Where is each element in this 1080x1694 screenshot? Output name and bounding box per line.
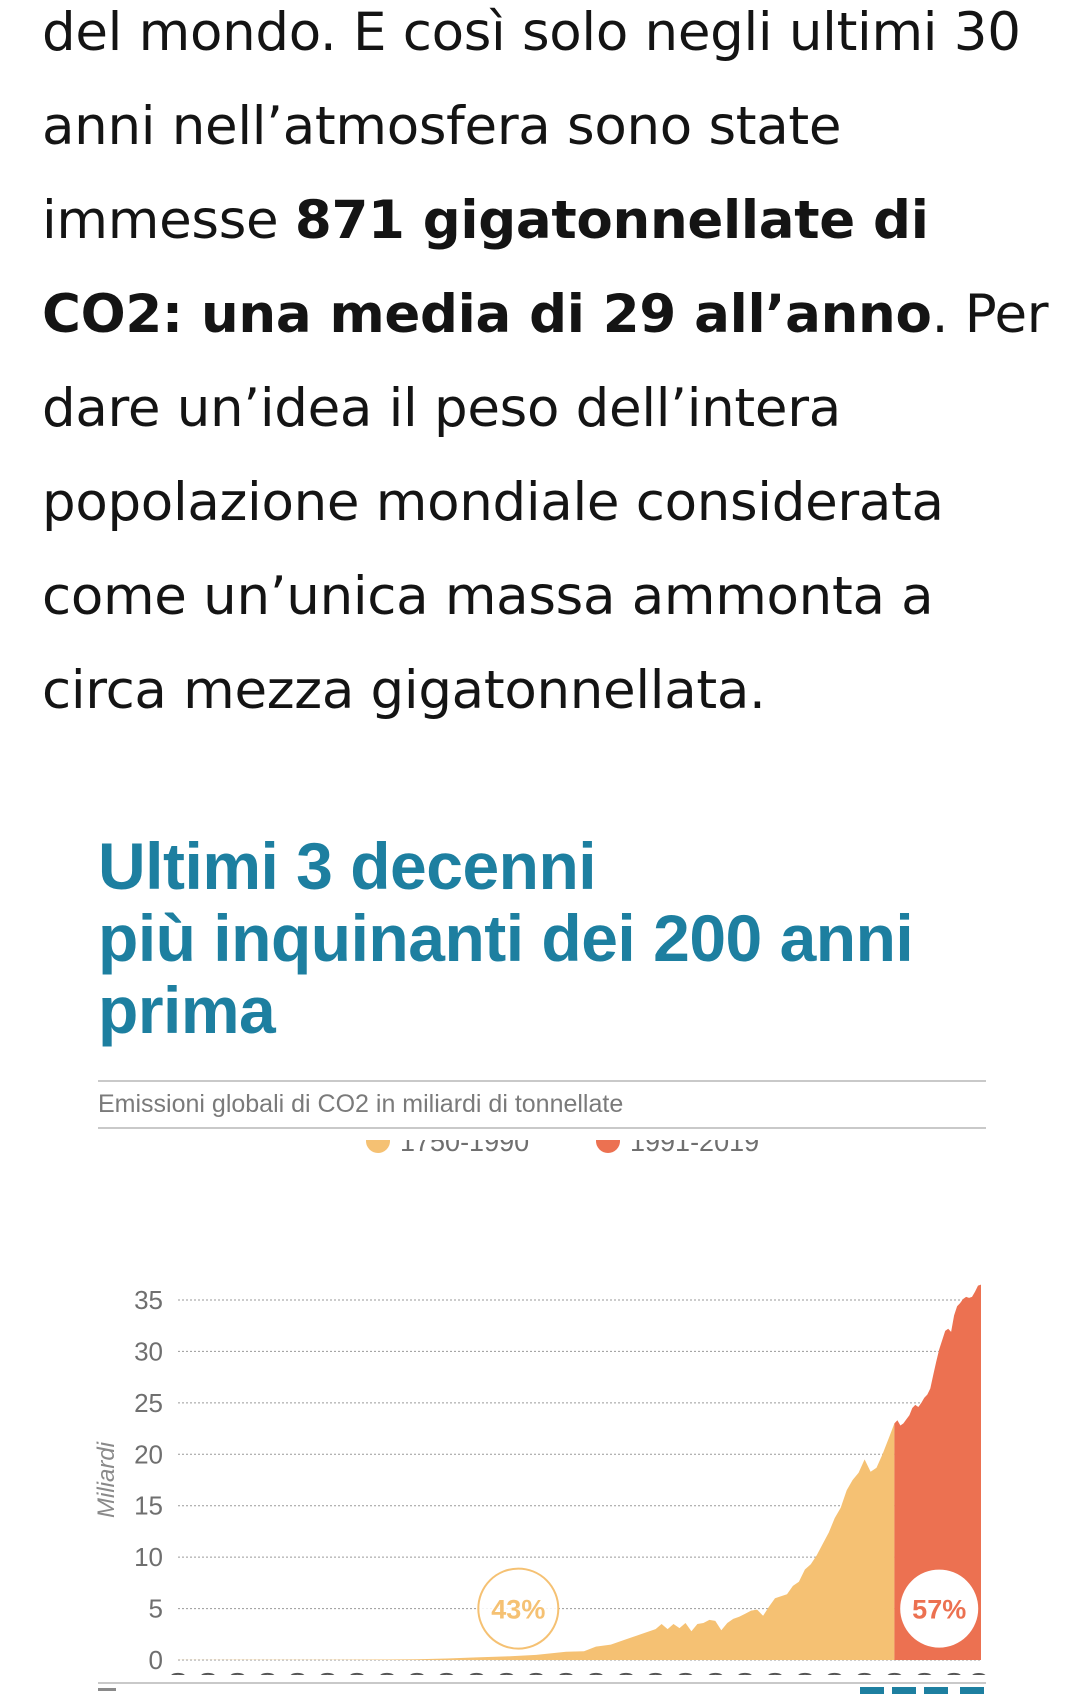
x-tick-1790: 1790 <box>284 1672 310 1675</box>
x-tick-1980: 1980 <box>852 1672 878 1675</box>
y-tick-15: 15 <box>134 1491 163 1521</box>
x-tick-1970: 1970 <box>822 1672 848 1675</box>
x-tick-1800: 1800 <box>314 1672 340 1675</box>
x-tick-1940: 1940 <box>732 1672 758 1675</box>
x-tick-1750: 1750 <box>165 1672 191 1675</box>
share-label-1: 43% <box>491 1595 545 1625</box>
area-series-1 <box>178 1423 895 1660</box>
title-line-1: Ultimi 3 decenni <box>98 829 597 903</box>
emissions-area-chart: 1750-1990 1991-2019 0 5 10 15 20 25 30 35 Miliardi… <box>93 1140 992 1675</box>
y-tick-35: 35 <box>134 1285 163 1315</box>
x-tick-1880: 1880 <box>553 1672 579 1675</box>
y-tick-25: 25 <box>134 1388 163 1418</box>
source-label-fragment <box>98 1688 116 1691</box>
y-axis-label: Miliardi <box>93 1441 120 1518</box>
legend-dot-1 <box>366 1140 390 1153</box>
infographic-title: Ultimi 3 decenni più inquinanti dei 200 … <box>98 830 998 1046</box>
x-tick-1990: 1990 <box>881 1672 907 1675</box>
share-label-2: 57% <box>912 1595 966 1625</box>
x-tick-1850: 1850 <box>464 1672 490 1675</box>
share-badge-2 <box>898 1567 981 1650</box>
share-badge-1 <box>477 1567 560 1650</box>
article-paragraph: del mondo. E così solo negli ultimi 30 a… <box>42 0 1052 738</box>
article-highlight: 871 gigatonnellate di CO2: una media di … <box>42 190 932 345</box>
x-tick-1900: 1900 <box>613 1672 639 1675</box>
x-tick-2000: 2000 <box>911 1672 937 1675</box>
title-line-2: più inquinanti dei 200 anni <box>98 901 914 975</box>
x-tick-1780: 1780 <box>255 1672 281 1675</box>
x-tick-1830: 1830 <box>404 1672 430 1675</box>
x-tick-1820: 1820 <box>374 1672 400 1675</box>
x-tick-2019: 2019 <box>966 1672 992 1675</box>
footer-rule <box>98 1682 986 1684</box>
x-tick-1950: 1950 <box>762 1672 788 1675</box>
area-series-2 <box>894 1284 981 1660</box>
subtitle-top-rule <box>98 1080 986 1082</box>
x-tick-1890: 1890 <box>583 1672 609 1675</box>
article-text-start: del mondo. E così solo negli ultimi 30 a… <box>42 2 1021 251</box>
subtitle-bottom-rule <box>98 1127 986 1129</box>
x-tick-1770: 1770 <box>225 1672 251 1675</box>
y-tick-20: 20 <box>134 1439 163 1469</box>
x-tick-1960: 1960 <box>792 1672 818 1675</box>
publisher-logo <box>860 1687 984 1694</box>
legend-label-1: 1750-1990 <box>400 1140 529 1157</box>
legend-dot-2 <box>596 1140 620 1153</box>
y-tick-30: 30 <box>134 1336 163 1366</box>
x-tick-1860: 1860 <box>493 1672 519 1675</box>
y-tick-10: 10 <box>134 1542 163 1572</box>
co2-infographic: Ultimi 3 decenni più inquinanti dei 200 … <box>0 830 1080 1694</box>
article-text-end: . Per dare un’idea il peso dell’intera p… <box>42 284 1049 721</box>
y-tick-0: 0 <box>149 1645 163 1675</box>
x-tick-1870: 1870 <box>523 1672 549 1675</box>
x-tick-1840: 1840 <box>434 1672 460 1675</box>
x-tick-1920: 1920 <box>672 1672 698 1675</box>
title-line-3: prima <box>98 973 276 1047</box>
x-tick-1910: 1910 <box>643 1672 669 1675</box>
x-tick-1930: 1930 <box>702 1672 728 1675</box>
x-tick-2010: 2010 <box>941 1672 967 1675</box>
x-tick-1810: 1810 <box>344 1672 370 1675</box>
legend-label-2: 1991-2019 <box>630 1140 759 1157</box>
infographic-subtitle: Emissioni globali di CO2 in miliardi di … <box>98 1090 624 1118</box>
x-tick-1760: 1760 <box>195 1672 221 1675</box>
y-tick-5: 5 <box>149 1594 163 1624</box>
